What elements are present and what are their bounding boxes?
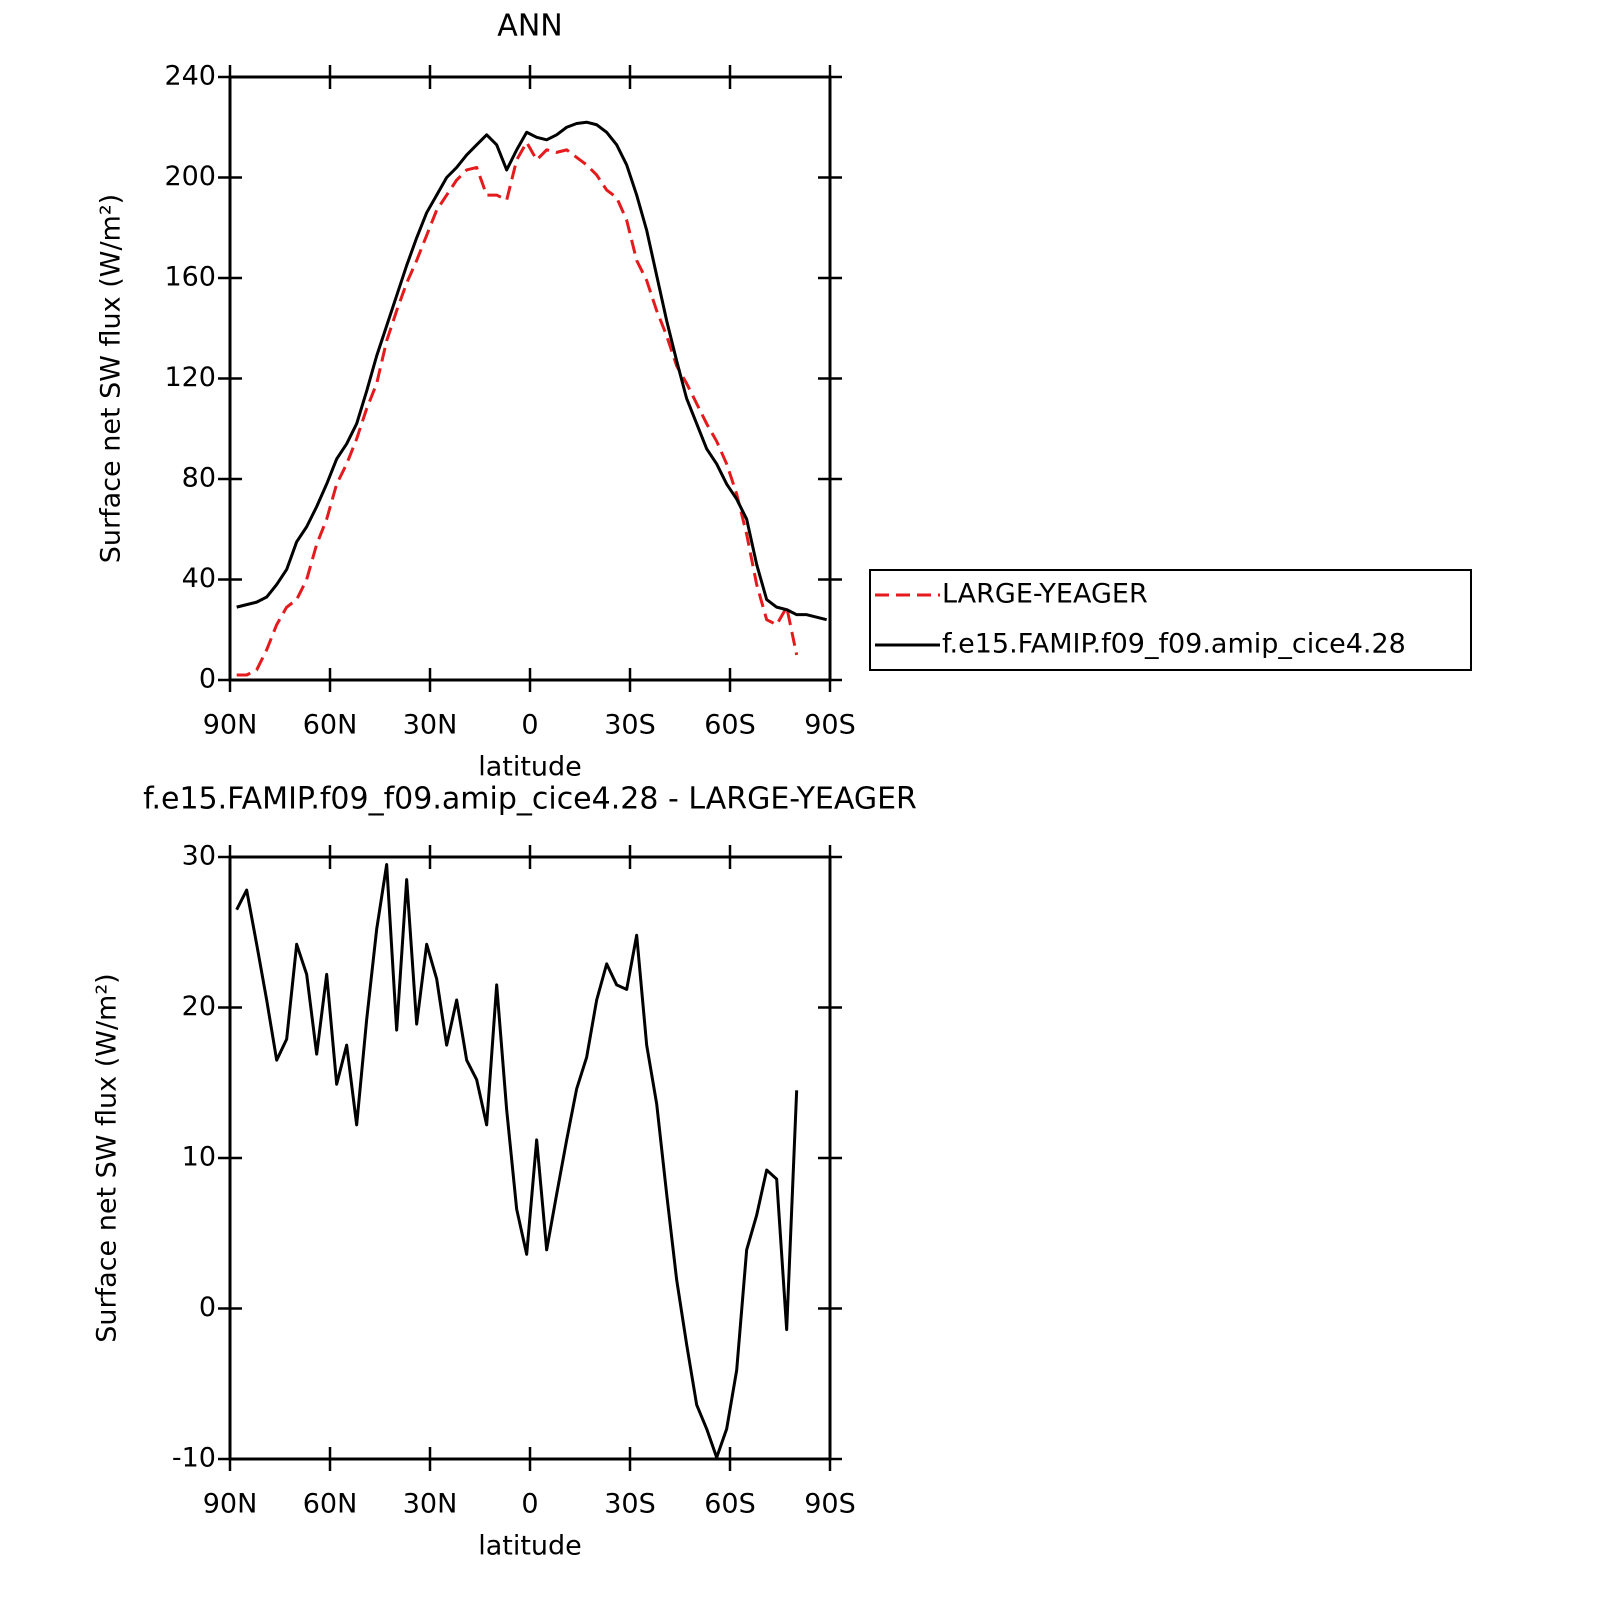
x-axis-label: latitude [478, 752, 582, 783]
x-tick-label: 90S [804, 1489, 856, 1520]
y-tick-label: 200 [164, 161, 216, 192]
y-tick-label: 80 [182, 463, 216, 494]
plot-frame [228, 75, 832, 682]
x-tick-label: 30S [604, 1489, 656, 1520]
y-tick-label: 40 [182, 563, 216, 594]
y-tick-label: 30 [182, 841, 216, 872]
x-axis-label: latitude [478, 1531, 582, 1562]
x-tick-label: 60N [303, 1489, 358, 1520]
y-axis-label: Surface net SW flux (W/m²) [96, 194, 127, 563]
legend-box [869, 569, 1472, 671]
y-tick-label: -10 [172, 1443, 216, 1474]
data-line [236, 140, 799, 677]
x-tick-label: 30N [403, 710, 458, 741]
chart-title: ANN [497, 9, 562, 44]
x-tick-label: 30N [403, 1489, 458, 1520]
data-line [236, 120, 828, 622]
x-tick-label: 90S [804, 710, 856, 741]
data-line [235, 863, 799, 1459]
y-tick-label: 160 [164, 262, 216, 293]
x-tick-label: 0 [521, 1489, 538, 1520]
plot-frame [228, 855, 832, 1461]
x-tick-label: 60S [704, 1489, 756, 1520]
x-tick-label: 60S [704, 710, 756, 741]
x-tick-label: 30S [604, 710, 656, 741]
y-tick-label: 20 [182, 991, 216, 1022]
y-tick-label: 120 [164, 362, 216, 393]
x-tick-label: 60N [303, 710, 358, 741]
y-tick-label: 0 [199, 664, 216, 695]
y-tick-label: 240 [164, 61, 216, 92]
legend-label: LARGE-YEAGER [942, 579, 1148, 610]
x-tick-label: 0 [521, 710, 538, 741]
y-tick-label: 0 [199, 1292, 216, 1323]
chart-title: f.e15.FAMIP.f09_f09.amip_cice4.28 - LARG… [143, 782, 917, 817]
legend-label: f.e15.FAMIP.f09_f09.amip_cice4.28 [942, 629, 1406, 660]
y-axis-label: Surface net SW flux (W/m²) [92, 973, 123, 1342]
x-tick-label: 90N [203, 710, 258, 741]
y-tick-label: 10 [182, 1142, 216, 1173]
x-tick-label: 90N [203, 1489, 258, 1520]
